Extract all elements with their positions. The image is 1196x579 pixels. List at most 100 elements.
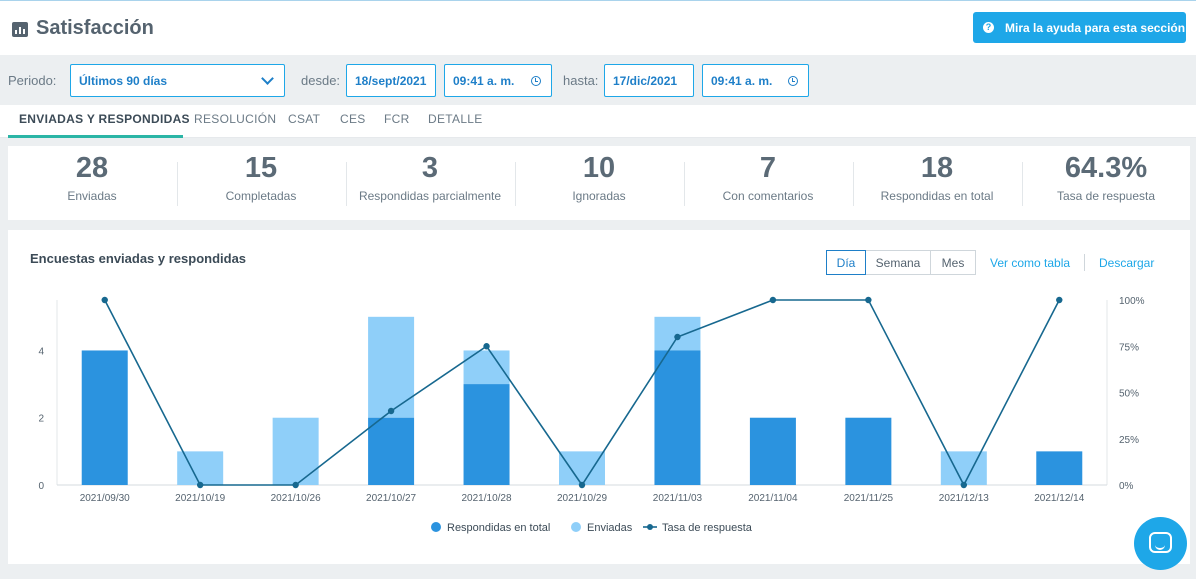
rate-point (387, 407, 395, 415)
legend-label: Tasa de respuesta (662, 522, 753, 534)
bar-respondidas (654, 350, 701, 485)
stat-divider (684, 162, 685, 206)
stat-ignoradas: 10 Ignoradas (515, 146, 683, 220)
stat-tasa-respuesta: 64.3% Tasa de respuesta (1022, 146, 1190, 220)
legend-swatch (571, 522, 581, 532)
clock-icon (788, 76, 798, 86)
y2-tick-label: 0% (1119, 481, 1134, 492)
rate-point (483, 343, 490, 350)
bar-enviadas (559, 451, 605, 485)
chart-title: Encuestas enviadas y respondidas (30, 251, 247, 266)
combo-chart: 0 2 4 0% 25% 50% 75% 100% 2021/09/30 2021/10/19 20… (38, 296, 1145, 534)
chat-icon (1149, 532, 1172, 553)
x-tick-label: 2021/10/27 (366, 493, 416, 504)
rate-point (960, 481, 968, 489)
x-tick-label: 2021/11/04 (748, 493, 798, 504)
to-time-value: 09:41 a. m. (711, 73, 773, 88)
rate-point (865, 296, 872, 304)
from-time-value: 09:41 a. m. (453, 73, 515, 88)
stat-label: Ignoradas (572, 189, 626, 203)
bar-enviadas (940, 451, 987, 485)
tab-fcr[interactable]: FCR (384, 112, 410, 126)
stat-value: 10 (582, 152, 616, 184)
bar-respondidas (463, 384, 510, 485)
tab-ces[interactable]: CES (340, 112, 366, 126)
rate-point (769, 296, 777, 304)
y-tick-label: 4 (38, 346, 44, 357)
stat-value: 18 (920, 152, 954, 184)
bar-enviadas (368, 316, 415, 418)
rate-point (1056, 296, 1063, 304)
period-select[interactable]: Últimos 90 días (70, 64, 285, 97)
tab-csat[interactable]: CSAT (288, 112, 321, 126)
from-date-input[interactable]: 18/sept/2021 (346, 64, 436, 97)
stat-label: Tasa de respuesta (1056, 189, 1156, 203)
legend-label: Respondidas en total (447, 522, 550, 534)
stat-label: Respondidas parcialmente (358, 189, 502, 203)
stat-respondidas-total: 18 Respondidas en total (853, 146, 1021, 220)
y2-tick-label: 75% (1119, 342, 1139, 353)
tab-resolucion[interactable]: RESOLUCIÓN (194, 112, 277, 126)
stat-value: 7 (759, 152, 777, 184)
page-header: Satisfacción ? Mira la ayuda para esta s… (0, 0, 1196, 55)
stat-divider (177, 162, 178, 206)
stat-value: 15 (244, 152, 278, 184)
x-tick-label: 2021/10/26 (271, 493, 321, 504)
bar-enviadas (272, 417, 319, 485)
stat-divider (515, 162, 516, 206)
stat-value: 3 (421, 152, 439, 184)
to-time-input[interactable]: 09:41 a. m. (702, 64, 809, 97)
from-label: desde: (301, 73, 341, 88)
bar-respondidas (81, 350, 128, 485)
rate-point (674, 333, 681, 341)
bar-chart-icon (12, 22, 28, 37)
bar-respondidas (1036, 451, 1083, 485)
help-button[interactable]: ? Mira la ayuda para esta sección (973, 12, 1186, 43)
stat-divider (853, 162, 854, 206)
stats-panel: 28 Enviadas 15 Completadas 3 Respondidas… (8, 146, 1190, 220)
stat-label: Completadas (225, 189, 297, 203)
from-date-value: 18/sept/2021 (355, 73, 427, 88)
stat-divider (346, 162, 347, 206)
period-value: Últimos 90 días (79, 73, 168, 88)
download-link[interactable]: Descargar (1099, 256, 1155, 270)
stat-completadas: 15 Completadas (177, 146, 345, 220)
y2-tick-label: 25% (1119, 435, 1139, 446)
granularity-day-button[interactable]: Día (826, 250, 866, 275)
to-date-value: 17/dic/2021 (613, 73, 678, 88)
active-tab-indicator (8, 135, 183, 138)
period-label: Periodo: (8, 73, 57, 88)
stat-label: Con comentarios (722, 189, 814, 203)
stat-divider (1022, 162, 1023, 206)
chart-card: Encuestas enviadas y respondidas Día Sem… (8, 230, 1190, 564)
bar-respondidas (749, 417, 796, 485)
y2-tick-label: 100% (1119, 296, 1145, 307)
chevron-down-icon (261, 72, 274, 85)
bar-enviadas (463, 350, 510, 385)
bar-enviadas (177, 451, 224, 485)
x-tick-label: 2021/10/19 (175, 493, 225, 504)
question-circle-icon: ? (983, 22, 994, 33)
tab-enviadas-respondidas[interactable]: ENVIADAS Y RESPONDIDAS (19, 112, 190, 126)
view-as-table-link[interactable]: Ver como tabla (990, 256, 1071, 270)
stat-label: Respondidas en total (880, 189, 994, 203)
y2-tick-label: 50% (1119, 389, 1139, 400)
from-time-input[interactable]: 09:41 a. m. (444, 64, 552, 97)
granularity-week-button[interactable]: Semana (865, 250, 931, 275)
granularity-month-button[interactable]: Mes (930, 250, 976, 275)
tab-detalle[interactable]: DETALLE (428, 112, 483, 126)
rate-point (578, 481, 586, 489)
chat-launcher-button[interactable] (1134, 517, 1187, 570)
rate-point (196, 481, 204, 489)
bar-enviadas (654, 316, 701, 351)
stat-value: 64.3% (1064, 152, 1148, 184)
stat-label: Enviadas (67, 189, 117, 203)
stat-value: 28 (75, 152, 109, 184)
stat-con-comentarios: 7 Con comentarios (684, 146, 852, 220)
x-tick-label: 2021/09/30 (80, 493, 130, 504)
clock-icon (531, 76, 541, 86)
to-label: hasta: (563, 73, 599, 88)
x-tick-label: 2021/12/14 (1034, 493, 1084, 504)
stat-enviadas: 28 Enviadas (8, 146, 176, 220)
to-date-input[interactable]: 17/dic/2021 (604, 64, 694, 97)
